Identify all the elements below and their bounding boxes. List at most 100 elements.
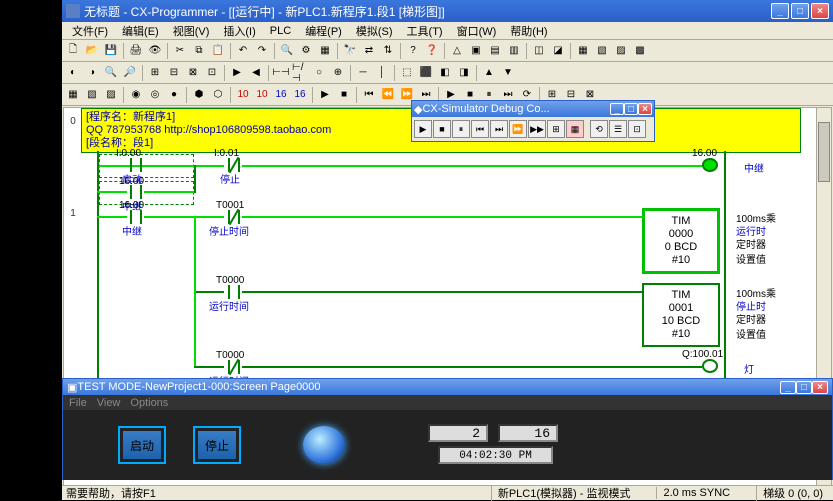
step-fwd-icon[interactable]: ⏭ xyxy=(490,120,508,138)
tool-icon[interactable]: 16 xyxy=(272,86,290,104)
minimize-button[interactable]: _ xyxy=(771,3,789,19)
tool-icon[interactable]: ⊟ xyxy=(165,64,183,82)
minimize-button[interactable]: _ xyxy=(780,381,796,394)
stop-button[interactable]: 停止 xyxy=(193,426,241,464)
stop-icon[interactable]: ■ xyxy=(433,120,451,138)
timer-instruction[interactable]: TIM 0000 0 BCD #10 xyxy=(642,208,720,274)
zoom-out-icon[interactable]: 🔎 xyxy=(121,64,139,82)
contact-no[interactable] xyxy=(224,285,244,299)
print-icon[interactable]: 🖨 xyxy=(127,42,145,60)
output-coil[interactable] xyxy=(702,359,718,373)
tool-icon[interactable]: ⬚ xyxy=(398,64,416,82)
menu-file[interactable]: 文件(F) xyxy=(66,22,114,40)
tool-icon[interactable]: 16 xyxy=(291,86,309,104)
titlebar[interactable]: 无标题 - CX-Programmer - [[运行中] - 新PLC1.新程序… xyxy=(62,0,833,22)
tool-icon[interactable]: ⬢ xyxy=(190,86,208,104)
menu-file[interactable]: File xyxy=(69,397,87,409)
menu-program[interactable]: 编程(P) xyxy=(299,22,348,40)
tool-icon[interactable]: ◑ xyxy=(83,64,101,82)
tool-icon[interactable]: ◧ xyxy=(436,64,454,82)
maximize-button[interactable]: □ xyxy=(791,3,809,19)
tool-icon[interactable]: ◉ xyxy=(127,86,145,104)
tool-icon[interactable]: ▣ xyxy=(467,42,485,60)
tool-icon[interactable]: ▧ xyxy=(593,42,611,60)
skip-icon[interactable]: ⏩ xyxy=(509,120,527,138)
preview-icon[interactable]: 👁 xyxy=(146,42,164,60)
zoom-in-icon[interactable]: 🔍 xyxy=(102,64,120,82)
tool-icon[interactable]: ⊡ xyxy=(203,64,221,82)
tool-icon[interactable]: ● xyxy=(165,86,183,104)
menu-tools[interactable]: 工具(T) xyxy=(401,22,449,40)
output-coil[interactable] xyxy=(702,158,718,172)
contact-nc[interactable] xyxy=(224,158,244,172)
tool-icon[interactable]: 10 xyxy=(234,86,252,104)
contact-nc[interactable] xyxy=(224,210,244,224)
tool-icon[interactable]: ▼ xyxy=(499,64,517,82)
test-titlebar[interactable]: ▣ TEST MODE-NewProject1-000:Screen Page0… xyxy=(63,379,832,395)
maximize-button[interactable]: □ xyxy=(796,381,812,394)
contact-nc[interactable] xyxy=(224,360,244,374)
tool-icon[interactable]: ◫ xyxy=(530,42,548,60)
tool-icon[interactable]: ▦ xyxy=(566,120,584,138)
timer-instruction[interactable]: TIM 0001 10 BCD #10 xyxy=(642,283,720,347)
menu-simulate[interactable]: 模拟(S) xyxy=(350,22,399,40)
cut-icon[interactable]: ✂ xyxy=(171,42,189,60)
new-icon[interactable]: 🗋 xyxy=(64,42,82,60)
contact-no[interactable] xyxy=(126,210,146,224)
close-button[interactable]: × xyxy=(638,103,652,115)
tool-icon[interactable]: ▶ xyxy=(316,86,334,104)
tool-icon[interactable]: ▧ xyxy=(83,86,101,104)
save-icon[interactable]: 💾 xyxy=(102,42,120,60)
tool-icon[interactable]: ▦ xyxy=(574,42,592,60)
menu-plc[interactable]: PLC xyxy=(264,24,297,38)
tool-icon[interactable]: ◨ xyxy=(455,64,473,82)
tool-icon[interactable]: ⏮ xyxy=(360,86,378,104)
tool-icon[interactable]: ⚙ xyxy=(297,42,315,60)
vline-icon[interactable]: │ xyxy=(373,64,391,82)
hline-icon[interactable]: ─ xyxy=(354,64,372,82)
close-button[interactable]: × xyxy=(811,3,829,19)
menu-insert[interactable]: 插入(I) xyxy=(217,22,261,40)
tool-icon[interactable]: ◎ xyxy=(146,86,164,104)
menu-options[interactable]: Options xyxy=(130,397,168,409)
binoculars-icon[interactable]: 🔭 xyxy=(341,42,359,60)
step-back-icon[interactable]: ⏮ xyxy=(471,120,489,138)
contact-no[interactable] xyxy=(126,158,146,172)
menu-edit[interactable]: 编辑(E) xyxy=(116,22,165,40)
help-icon[interactable]: ? xyxy=(404,42,422,60)
coil-icon[interactable]: ○ xyxy=(310,64,328,82)
ff-icon[interactable]: ▶▶ xyxy=(528,120,546,138)
tool-icon[interactable]: ⇅ xyxy=(379,42,397,60)
tool-icon[interactable]: △ xyxy=(448,42,466,60)
tool-icon[interactable]: ⏪ xyxy=(379,86,397,104)
menu-view[interactable]: 视图(V) xyxy=(167,22,216,40)
tool-icon[interactable]: ▨ xyxy=(612,42,630,60)
tool-icon[interactable]: ☰ xyxy=(609,120,627,138)
tool-icon[interactable]: ⬛ xyxy=(417,64,435,82)
find-icon[interactable]: 🔍 xyxy=(278,42,296,60)
redo-icon[interactable]: ↷ xyxy=(253,42,271,60)
close-button[interactable]: × xyxy=(812,381,828,394)
menu-help[interactable]: 帮助(H) xyxy=(504,22,553,40)
tool-icon[interactable]: ▥ xyxy=(505,42,523,60)
tool-icon[interactable]: ⊞ xyxy=(547,120,565,138)
tool-icon[interactable]: ▦ xyxy=(316,42,334,60)
start-button[interactable]: 启动 xyxy=(118,426,166,464)
tool-icon[interactable]: 10 xyxy=(253,86,271,104)
maximize-button[interactable]: □ xyxy=(624,103,638,115)
tool-icon[interactable]: ▲ xyxy=(480,64,498,82)
context-help-icon[interactable]: ❓ xyxy=(423,42,441,60)
tool-icon[interactable]: ▦ xyxy=(64,86,82,104)
tool-icon[interactable]: ⬡ xyxy=(209,86,227,104)
tool-icon[interactable]: ⊕ xyxy=(329,64,347,82)
paste-icon[interactable]: 📋 xyxy=(209,42,227,60)
contact-no[interactable] xyxy=(126,185,146,199)
tool-icon[interactable]: ◀ xyxy=(247,64,265,82)
play-icon[interactable]: ▶ xyxy=(414,120,432,138)
menu-window[interactable]: 窗口(W) xyxy=(451,22,503,40)
tool-icon[interactable]: ◪ xyxy=(549,42,567,60)
tool-icon[interactable]: ⇄ xyxy=(360,42,378,60)
debug-titlebar[interactable]: ◆ CX-Simulator Debug Co... _ □ × xyxy=(412,101,654,117)
tool-icon[interactable]: ⊞ xyxy=(146,64,164,82)
tool-icon[interactable]: ▶ xyxy=(228,64,246,82)
